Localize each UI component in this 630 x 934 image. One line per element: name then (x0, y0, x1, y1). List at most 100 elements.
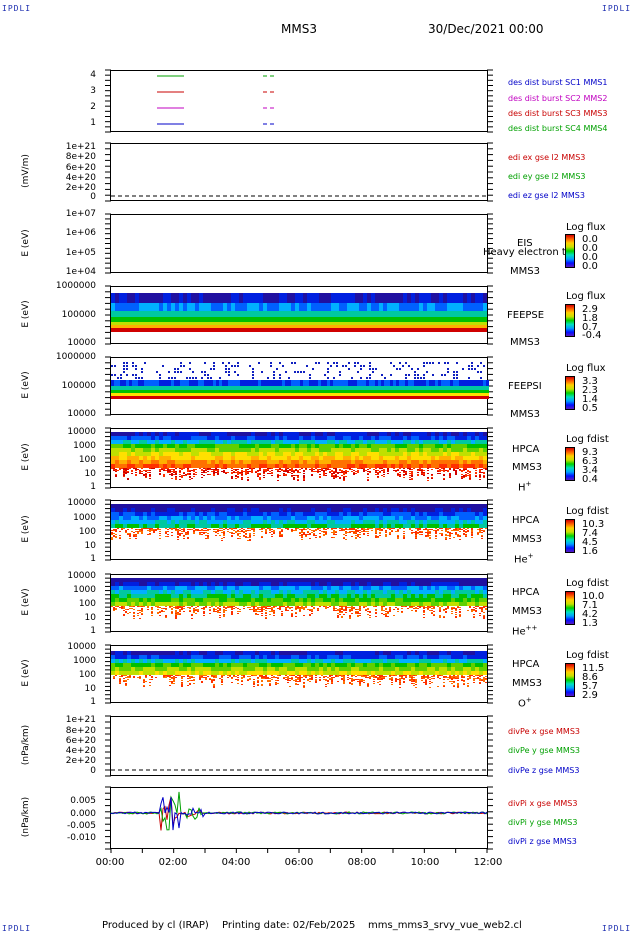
spectrogram-cell (463, 325, 467, 328)
spectrogram-cell (347, 468, 349, 469)
spectrogram-cell (423, 590, 427, 594)
spectrogram-cell (215, 444, 219, 448)
spectrogram-cell (219, 380, 222, 386)
spectrogram-cell (219, 452, 223, 456)
spectrogram-cell (421, 472, 423, 473)
spectrogram-cell (177, 368, 179, 370)
spectrogram-cell (339, 470, 341, 471)
spectrogram-cell (135, 456, 139, 460)
spectrogram-cell (377, 470, 379, 471)
spectrogram-cell (201, 396, 204, 399)
spectrogram-cell (223, 470, 225, 471)
spectrogram-cell (455, 582, 459, 586)
spectrogram-cell (347, 529, 349, 530)
spectrogram-cell (363, 317, 367, 322)
spectrogram-cell (419, 303, 423, 311)
spectrogram-cell (239, 472, 241, 473)
spectrogram-cell (123, 325, 127, 328)
spectrogram-cell (145, 475, 147, 476)
spectrogram-cell (143, 520, 147, 524)
spectrogram-cell (271, 512, 275, 516)
spectrogram-cell (297, 470, 299, 471)
spectrogram-cell (258, 390, 261, 393)
spectrogram-cell (251, 471, 253, 472)
spectrogram-cell (275, 460, 279, 464)
spectrogram-cell (151, 578, 155, 582)
spectrogram-cell (447, 531, 449, 532)
spectrogram-cell (265, 533, 267, 534)
spectrogram-cell (465, 534, 467, 535)
spectrogram-cell (399, 380, 402, 386)
spectrogram-cell (187, 538, 189, 539)
spectrogram-cell (363, 590, 367, 594)
spectrogram-cell (239, 516, 243, 520)
spectrogram-cell (179, 470, 181, 471)
spectrogram-cell (359, 317, 363, 322)
spectrogram-cell (288, 380, 291, 386)
spectrogram-cell (126, 362, 128, 364)
spectrogram-cell (235, 469, 237, 470)
spectrogram-cell (315, 590, 319, 594)
spectrogram-cell (447, 470, 449, 471)
spectrogram-cell (159, 317, 163, 322)
spectrogram-cell (343, 578, 347, 582)
spectrogram-cell (465, 393, 468, 396)
spectrogram-cell (459, 325, 463, 328)
spectrogram-cell (227, 529, 229, 530)
spectrogram-cell (223, 448, 227, 452)
spectrogram-cell (207, 311, 211, 317)
spectrogram-cell (451, 464, 455, 468)
spectrogram-cell (363, 448, 367, 452)
spectrogram-cell (379, 322, 383, 325)
spectrogram-cell (363, 440, 367, 444)
spectrogram-cell (471, 533, 473, 534)
spectrogram-cell (249, 536, 251, 537)
spectrogram-cell (171, 524, 175, 528)
spectrogram-cell (199, 325, 203, 328)
spectrogram-cell (399, 452, 403, 456)
spectrogram-cell (375, 440, 379, 444)
spectrogram-cell (127, 452, 131, 456)
spectrogram-cell (443, 325, 447, 328)
spectrogram-cell (403, 533, 405, 534)
spectrogram-cell (271, 460, 275, 464)
spectrogram-cell (231, 448, 235, 452)
spectrogram-cell (221, 532, 223, 533)
spectrogram-cell (339, 317, 343, 322)
spectrogram-cell (251, 464, 255, 468)
spectrogram-cell (295, 436, 299, 440)
spectrogram-cell (199, 464, 203, 468)
spectrogram-cell (443, 470, 445, 471)
spectrogram-cell (283, 474, 285, 475)
spectrogram-cell (151, 448, 155, 452)
spectrogram-cell (291, 464, 295, 468)
spectrogram-cell (114, 380, 117, 386)
spectrogram-cell (479, 456, 483, 460)
spectrogram-cell (261, 380, 264, 386)
spectrogram-cell (167, 325, 171, 328)
spectrogram-cell (231, 516, 235, 520)
spectrogram-cell (405, 393, 408, 396)
spectrogram-cell (391, 432, 395, 436)
spectrogram-cell (289, 470, 291, 471)
spectrogram-cell (403, 512, 407, 516)
spectrogram-cell (223, 533, 225, 534)
spectrogram-cell (279, 536, 281, 537)
spectrogram-cell (271, 508, 275, 512)
spectrogram-cell (411, 452, 415, 456)
spectrogram-cell (179, 317, 183, 322)
spectrogram-cell (175, 317, 179, 322)
spectrogram-cell (391, 512, 395, 516)
spectrogram-cell (228, 371, 230, 373)
spectrogram-cell (313, 471, 315, 472)
spectrogram-cell (291, 531, 293, 532)
spectrogram-cell (183, 317, 187, 322)
spectrogram-cell (415, 328, 419, 332)
spectrogram-cell (369, 396, 372, 399)
spectrogram-cell (379, 328, 383, 332)
spectrogram-cell (253, 468, 255, 469)
spectrogram-cell (347, 504, 351, 508)
spectrogram-cell (135, 317, 139, 322)
spectrogram-cell (210, 380, 213, 386)
spectrogram-cell (415, 531, 417, 532)
